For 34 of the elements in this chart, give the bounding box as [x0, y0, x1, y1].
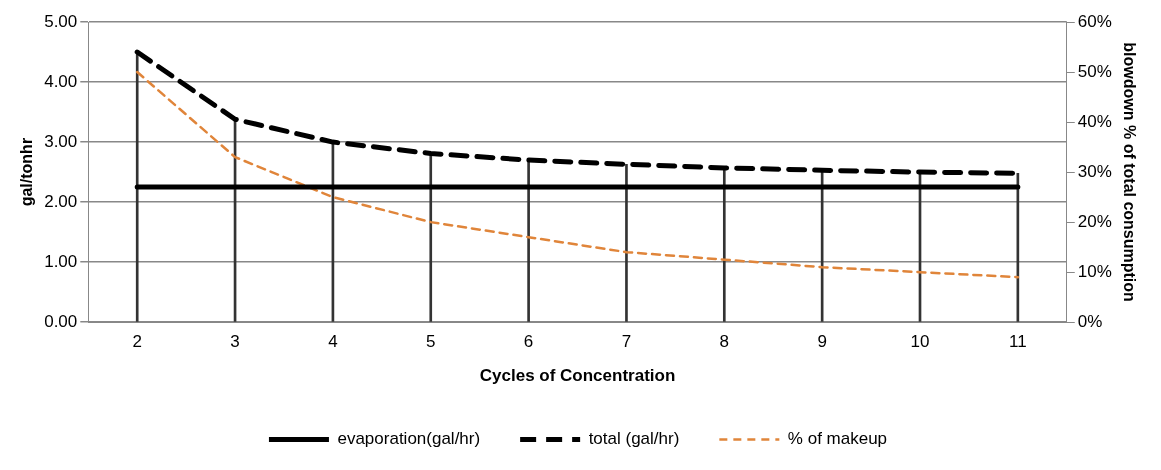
y2-tick-label: 60% [1077, 11, 1112, 31]
bar [625, 163, 628, 322]
y2-tick-label: 20% [1077, 211, 1112, 231]
x-tick-label: 3 [230, 332, 240, 352]
y-tick-label: 2.00 [44, 191, 78, 211]
x-tick-label: 6 [523, 332, 534, 352]
bar [527, 159, 530, 322]
y2-axis-title: blowdown % of total consumption [1120, 42, 1138, 302]
y-tick-label: 5.00 [44, 11, 78, 31]
bar [429, 153, 433, 322]
legend-label: evaporation(gal/hr) [337, 429, 481, 449]
y2-tick-label: 50% [1077, 61, 1112, 81]
legend-label: % of makeup [787, 429, 888, 449]
x-tick-label: 11 [1009, 332, 1027, 352]
x-tick-label: 2 [132, 332, 142, 352]
y-tick-label: 1.00 [44, 251, 78, 271]
y-axis-title: gal/tonhr [18, 137, 36, 207]
x-axis-title: Cycles of Concentration [479, 366, 676, 386]
x-tick-label: 5 [426, 332, 436, 352]
y2-tick-label: 30% [1077, 161, 1112, 181]
y-tick-label: 0.00 [44, 311, 78, 331]
x-tick-label: 8 [719, 332, 730, 352]
x-tick-label: 4 [328, 332, 338, 352]
line-series [135, 70, 1020, 279]
x-tick-label: 9 [817, 332, 827, 352]
y2-tick-label: 40% [1077, 111, 1112, 131]
bar [722, 167, 726, 322]
legend-label: total (gal/hr) [588, 429, 680, 449]
y-tick-label: 3.00 [44, 131, 78, 151]
x-tick-label: 7 [621, 332, 632, 352]
y2-tick-label: 0% [1077, 311, 1103, 331]
x-tick-label: 10 [910, 332, 930, 352]
y2-tick-label: 10% [1077, 261, 1112, 281]
y-tick-label: 4.00 [44, 71, 78, 91]
